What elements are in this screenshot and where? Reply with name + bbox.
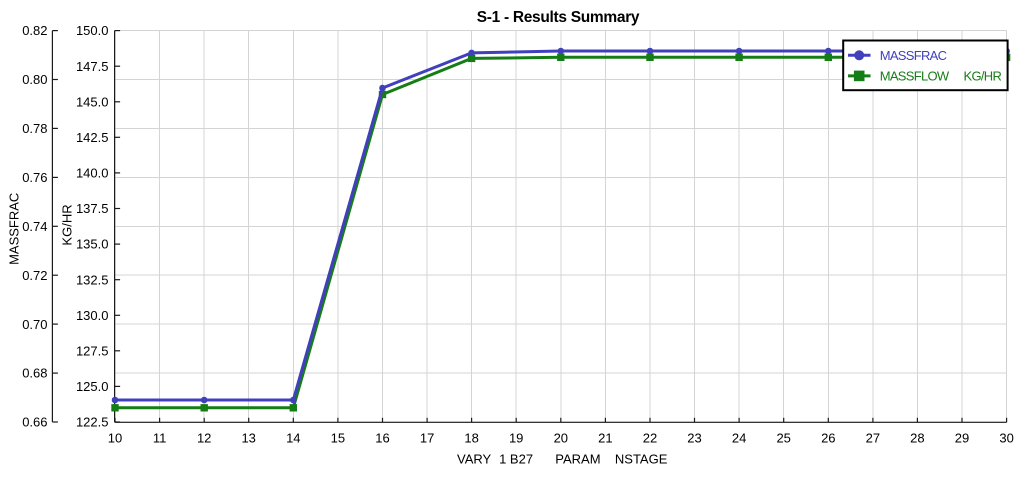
svg-text:24: 24 — [732, 430, 746, 445]
svg-text:22: 22 — [643, 430, 657, 445]
svg-text:14: 14 — [286, 430, 300, 445]
svg-text:KG/HR: KG/HR — [60, 204, 75, 245]
svg-text:27: 27 — [866, 430, 880, 445]
svg-text:125.0: 125.0 — [76, 379, 109, 394]
svg-text:30: 30 — [999, 430, 1013, 445]
svg-text:16: 16 — [375, 430, 389, 445]
svg-text:23: 23 — [687, 430, 701, 445]
svg-text:11: 11 — [153, 430, 167, 445]
svg-text:18: 18 — [464, 430, 478, 445]
svg-text:13: 13 — [241, 430, 255, 445]
svg-text:122.5: 122.5 — [76, 415, 109, 430]
svg-text:130.0: 130.0 — [76, 308, 109, 323]
svg-text:127.5: 127.5 — [76, 343, 109, 358]
svg-text:0.78: 0.78 — [22, 121, 47, 136]
svg-text:132.5: 132.5 — [76, 272, 109, 287]
svg-text:29: 29 — [955, 430, 969, 445]
svg-text:MASSFLOW: MASSFLOW — [880, 69, 950, 84]
svg-text:25: 25 — [776, 430, 790, 445]
svg-text:0.82: 0.82 — [22, 23, 47, 38]
svg-text:MASSFRAC: MASSFRAC — [880, 48, 947, 63]
svg-text:150.0: 150.0 — [76, 23, 109, 38]
svg-text:147.5: 147.5 — [76, 59, 109, 74]
svg-text:137.5: 137.5 — [76, 201, 109, 216]
svg-text:17: 17 — [420, 430, 434, 445]
svg-text:12: 12 — [197, 430, 211, 445]
svg-text:0.68: 0.68 — [22, 366, 47, 381]
svg-text:0.80: 0.80 — [22, 72, 47, 87]
svg-text:142.5: 142.5 — [76, 130, 109, 145]
svg-text:28: 28 — [910, 430, 924, 445]
svg-text:19: 19 — [509, 430, 523, 445]
svg-text:0.66: 0.66 — [22, 415, 47, 430]
svg-text:26: 26 — [821, 430, 835, 445]
svg-text:140.0: 140.0 — [76, 166, 109, 181]
svg-text:VARY: VARY — [457, 452, 492, 467]
svg-text:NSTAGE: NSTAGE — [615, 452, 668, 467]
svg-text:0.74: 0.74 — [22, 219, 47, 234]
svg-text:135.0: 135.0 — [76, 237, 109, 252]
svg-text:MASSFRAC: MASSFRAC — [7, 193, 22, 265]
svg-text:0.72: 0.72 — [22, 268, 47, 283]
svg-text:1 B27: 1 B27 — [499, 452, 533, 467]
svg-text:S-1 - Results Summary: S-1 - Results Summary — [477, 9, 640, 26]
svg-text:21: 21 — [598, 430, 612, 445]
svg-text:KG/HR: KG/HR — [964, 69, 1002, 84]
svg-text:0.76: 0.76 — [22, 170, 47, 185]
svg-text:PARAM: PARAM — [555, 452, 600, 467]
svg-text:10: 10 — [108, 430, 122, 445]
svg-text:0.70: 0.70 — [22, 317, 47, 332]
svg-text:20: 20 — [554, 430, 568, 445]
svg-text:15: 15 — [331, 430, 345, 445]
svg-text:145.0: 145.0 — [76, 94, 109, 109]
